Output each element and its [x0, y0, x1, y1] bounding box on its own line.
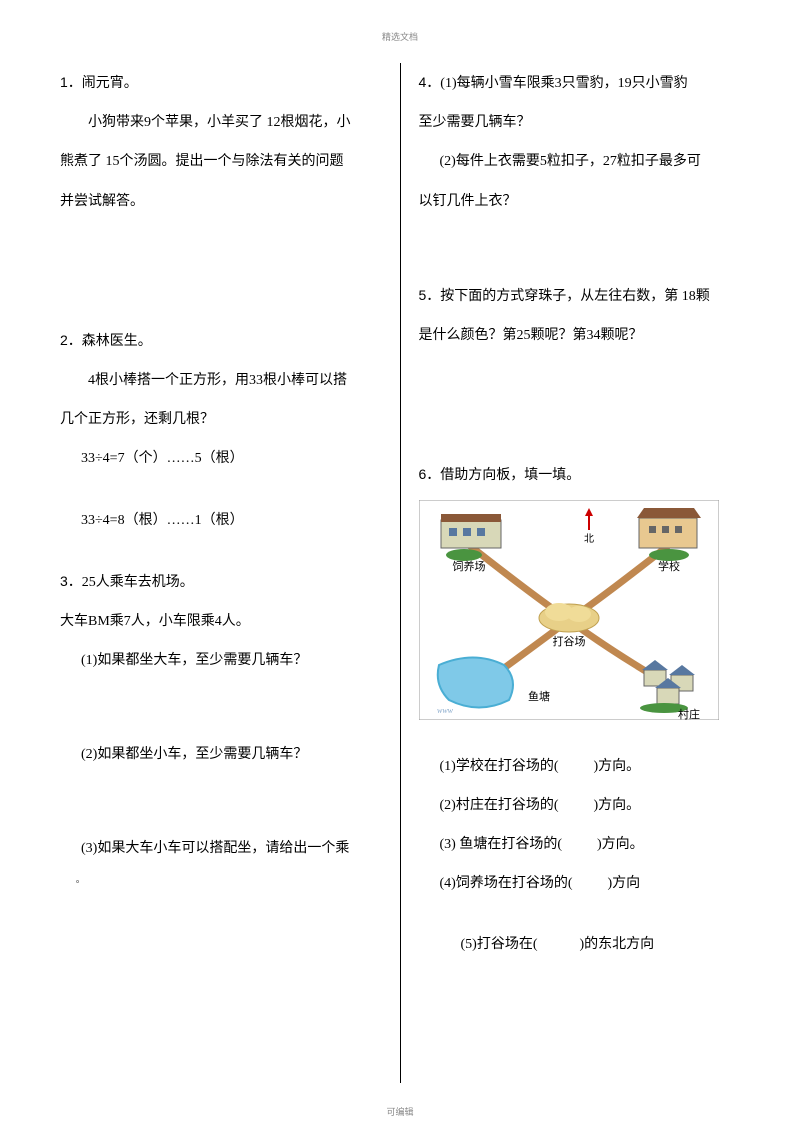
q3: 3．25人乘车去机场。: [60, 562, 382, 602]
q4-sub2b: 以钉几件上衣？: [419, 182, 741, 221]
page-header: 精选文档: [60, 30, 740, 43]
q1-title: ．闹元宵。: [68, 76, 138, 91]
map-label-farm: 饲养场: [452, 559, 485, 573]
q4-sub2: (2)每件上衣需要5粒扣子，27粒扣子最多可: [419, 142, 741, 181]
q3-line1: 大车BM乘7人，小车限乘4人。: [60, 602, 382, 641]
q3-sub3: (3)如果大车小车可以搭配坐，请给出一个乘: [60, 829, 382, 868]
q2-calc1: 33÷4=7（个）……5（根）: [60, 439, 382, 478]
map-label-north: 北: [584, 533, 594, 545]
q6-sub2: (2)村庄在打谷场的( )方向。: [419, 786, 741, 825]
page-footer: 可编辑: [0, 1105, 800, 1118]
q2-num: 2: [60, 332, 68, 348]
content-columns: 1．闹元宵。 小狗带来9个苹果，小羊买了 12根烟花，小 熊煮了 15个汤圆。提…: [60, 63, 740, 1083]
q6-sub1: (1)学校在打谷场的( )方向。: [419, 747, 741, 786]
q3-sub2: (2)如果都坐小车，至少需要几辆车？: [60, 735, 382, 774]
q5: 5．按下面的方式穿珠子，从左往右数，第 18颗: [419, 276, 741, 316]
q3-num: 3: [60, 573, 68, 589]
q2-title: ．森林医生。: [68, 334, 152, 349]
map-label-school: 学校: [658, 559, 680, 573]
q6: 6．借助方向板，填一填。: [419, 455, 741, 495]
q4: 4．(1)每辆小雪车限乘3只雪豹，19只小雪豹: [419, 63, 741, 103]
q3-sub3b: 。: [60, 869, 382, 891]
right-column: 4．(1)每辆小雪车限乘3只雪豹，19只小雪豹 至少需要几辆车？ (2)每件上衣…: [401, 63, 741, 1083]
q6-title: ．借助方向板，填一填。: [426, 468, 580, 483]
q1-line1: 小狗带来9个苹果，小羊买了 12根烟花，小: [60, 103, 382, 142]
q1-line2: 熊煮了 15个汤圆。提出一个与除法有关的问题: [60, 142, 382, 181]
q6-sub4: (4)饲养场在打谷场的( )方向: [419, 864, 741, 903]
q2-line1: 4根小棒搭一个正方形，用33根小棒可以搭: [60, 361, 382, 400]
q3-sub1: (1)如果都坐大车，至少需要几辆车？: [60, 641, 382, 680]
q6-sub3: (3) 鱼塘在打谷场的( )方向。: [419, 825, 741, 864]
q2: 2．森林医生。: [60, 321, 382, 361]
q5-line1: ．按下面的方式穿珠子，从左往右数，第 18颗: [426, 289, 710, 304]
direction-map: 打谷场 饲养场 学校 鱼塘: [419, 500, 719, 720]
q1-line3: 并尝试解答。: [60, 182, 382, 221]
map-label-threshing: 打谷场: [552, 634, 585, 648]
q2-calc2: 33÷4=8（根）……1（根）: [60, 501, 382, 540]
q4-sub1: ．(1)每辆小雪车限乘3只雪豹，19只小雪豹: [426, 76, 687, 91]
q1: 1．闹元宵。: [60, 63, 382, 103]
q4-sub1b: 至少需要几辆车？: [419, 103, 741, 142]
q2-line2: 几个正方形，还剩几根？: [60, 400, 382, 439]
q3-title: ．25人乘车去机场。: [68, 575, 194, 590]
q6-sub5: (5)打谷场在( )的东北方向: [419, 925, 741, 964]
left-column: 1．闹元宵。 小狗带来9个苹果，小羊买了 12根烟花，小 熊煮了 15个汤圆。提…: [60, 63, 401, 1083]
map-label-village: 村庄: [678, 707, 700, 720]
q5-line2: 是什么颜色？第25颗呢？第34颗呢？: [419, 316, 741, 355]
svg-text:www: www: [437, 706, 454, 715]
q1-num: 1: [60, 74, 68, 90]
map-label-pond: 鱼塘: [528, 689, 550, 703]
